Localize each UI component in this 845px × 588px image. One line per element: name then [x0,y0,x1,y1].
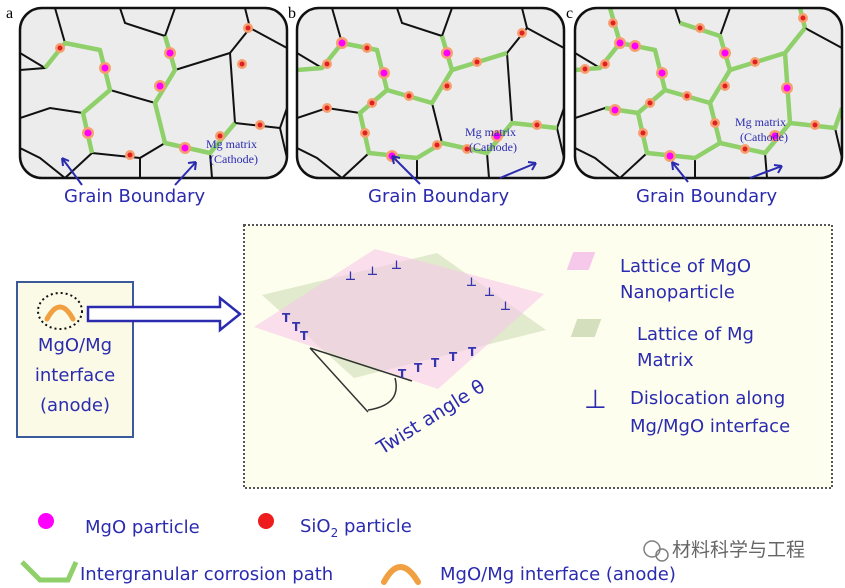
svg-text:⊥: ⊥ [500,299,511,313]
boundary-arrows [61,157,197,186]
svg-text:T: T [468,345,477,359]
legend-mgo-lattice: Nanoparticle [620,282,735,303]
matrix-label: Mg matrix [735,115,786,129]
matrix-label: Mg matrix [465,125,516,139]
legend-mg-lattice: Lattice of Mg [637,324,754,345]
legend-dislocation: Dislocation along [630,388,785,409]
matrix-label: (Cathode) [210,152,258,166]
wechat-icon [643,540,661,558]
corrosion-path-icon [20,560,79,583]
svg-text:T: T [449,350,458,364]
panel-label-b: b [288,5,296,22]
boundary-arrows [671,161,783,183]
legend: MgO particle SiO2 particle Intergranular… [20,513,676,585]
svg-text:T: T [292,320,301,334]
matrix-label: Mg matrix [206,137,257,151]
legend-mgo: MgO particle [85,517,200,538]
svg-text:T: T [398,367,407,381]
boundary-arrows [391,155,537,185]
dotted-circle [37,292,83,330]
grain-boundary-label: Grain Boundary [636,186,778,207]
panel-label-c: c [566,5,573,22]
svg-text:T: T [431,356,440,370]
svg-text:⊥: ⊥ [466,275,477,289]
panel-label-a: a [6,5,13,22]
mgo-lattice [254,249,544,389]
mgo-swatch [566,252,596,270]
legend-path: Intergranular corrosion path [80,564,333,585]
watermark-text: 材料科学与工程 [672,539,805,561]
mg-swatch [570,319,602,337]
legend-dislocation: Mg/MgO interface [630,416,790,437]
legend-anode: MgO/Mg interface (anode) [440,564,676,585]
legend-sio2: SiO2 particle [300,516,412,540]
anode-icon [381,564,421,585]
interface-text: MgO/Mg [38,335,112,356]
dislocation-symbol-icon: ⊥ [584,385,607,415]
svg-text:⊥: ⊥ [345,269,356,283]
panel-c: Mg matrix (Cathode) [573,6,844,180]
svg-text:⊥: ⊥ [367,264,378,278]
mgo-particle-icon [38,513,54,529]
svg-text:T: T [300,329,309,343]
legend-mgo-lattice: Lattice of MgO [620,256,751,277]
anode-arc-icon [44,304,76,322]
interface-box: MgO/Mg interface (anode) [16,281,134,438]
interface-text: (anode) [40,395,110,416]
matrix-label: (Cathode) [469,140,517,154]
matrix-label: (Cathode) [740,130,788,144]
legend-mg-lattice: Matrix [637,350,694,371]
grain-boundary-label: Grain Boundary [368,186,510,207]
panel-a: Mg matrix (Cathode) [18,6,289,180]
interface-text: interface [35,365,115,386]
grain-boundary-label: Grain Boundary [64,186,206,207]
zoom-arrow [86,295,243,333]
svg-text:T: T [282,311,291,325]
panel-b: Mg matrix (Cathode) [295,6,566,180]
svg-text:⊥: ⊥ [484,285,495,299]
watermark: 材料科学与工程 [643,539,805,562]
sio2-particle-icon [258,513,274,529]
svg-text:⊥: ⊥ [391,258,402,272]
svg-text:T: T [414,361,423,375]
